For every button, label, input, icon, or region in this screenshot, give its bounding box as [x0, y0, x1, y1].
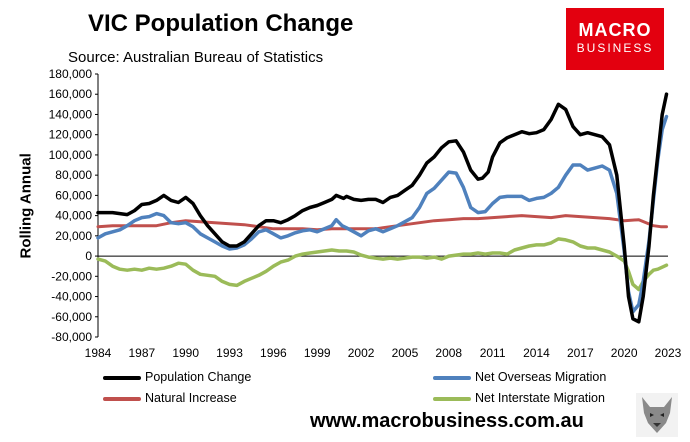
x-tick-label: 1987: [128, 346, 155, 360]
y-tick-label: 80,000: [55, 168, 92, 182]
legend-label-net-interstate-migration: Net Interstate Migration: [475, 391, 605, 405]
chart-subtitle: Source: Australian Bureau of Statistics: [68, 49, 324, 66]
chart-title: VIC Population Change: [88, 10, 354, 37]
series-line-net-overseas-migration: [96, 114, 669, 314]
y-tick-label: 40,000: [55, 209, 92, 223]
y-tick-label: 180,000: [49, 67, 93, 81]
x-tick-label: 2011: [480, 346, 506, 360]
x-tick-label: 2023: [655, 346, 682, 360]
legend-label-population-change: Population Change: [145, 370, 252, 384]
x-tick-label: 1990: [172, 346, 199, 360]
legend-swatch-natural-increase: [103, 396, 141, 401]
logo-line2: BUSINESS: [576, 41, 654, 55]
x-tick-label: 2017: [567, 346, 594, 360]
logo-line1: MACRO: [578, 20, 652, 40]
legend-swatch-net-overseas-migration: [433, 375, 471, 380]
x-tick-label: 2005: [392, 346, 419, 360]
website-url: www.macrobusiness.com.au: [310, 410, 584, 432]
legend-label-natural-increase: Natural Increase: [145, 391, 237, 405]
x-tick-label: 1999: [304, 346, 331, 360]
x-tick-label: 2020: [611, 346, 638, 360]
legend-item-net-interstate-migration: Net Interstate Migration: [433, 391, 605, 405]
x-tick-label: 2002: [348, 346, 375, 360]
wolf-icon: [636, 393, 678, 437]
legend-item-natural-increase: Natural Increase: [103, 391, 237, 405]
x-axis-ticks: 1984 1987 1990 1993 1996 1999 2002 2005 2008 2011…: [85, 346, 682, 360]
y-tick-label: -40,000: [51, 290, 92, 304]
x-tick-label: 2008: [435, 346, 462, 360]
legend-label-net-overseas-migration: Net Overseas Migration: [475, 370, 607, 384]
legend-swatch-population-change: [103, 375, 141, 380]
series-line-net-interstate-migration: [96, 237, 669, 292]
legend-item-population-change: Population Change: [103, 370, 251, 384]
y-tick-label: 120,000: [49, 128, 93, 142]
y-tick-label: 160,000: [49, 87, 93, 101]
y-tick-label: -80,000: [51, 330, 92, 344]
series-lines: [96, 92, 669, 324]
x-tick-label: 1984: [85, 346, 112, 360]
y-axis-ticks: 180,000 160,000 140,000 120,000 100,000 80,00…: [49, 67, 98, 344]
y-tick-label: -60,000: [51, 310, 92, 324]
y-tick-label: 20,000: [55, 229, 92, 243]
x-tick-label: 1996: [260, 346, 287, 360]
y-tick-label: 0: [85, 249, 92, 263]
y-tick-label: -20,000: [51, 269, 92, 283]
macrobusiness-logo: MACRO BUSINESS: [566, 8, 664, 70]
y-tick-label: 100,000: [49, 148, 93, 162]
y-tick-label: 140,000: [49, 107, 93, 121]
legend-item-net-overseas-migration: Net Overseas Migration: [433, 370, 606, 384]
x-tick-label: 2014: [523, 346, 550, 360]
legend-swatch-net-interstate-migration: [433, 396, 471, 401]
x-tick-label: 1993: [216, 346, 243, 360]
y-tick-label: 60,000: [55, 188, 92, 202]
series-line-population-change: [96, 92, 669, 324]
